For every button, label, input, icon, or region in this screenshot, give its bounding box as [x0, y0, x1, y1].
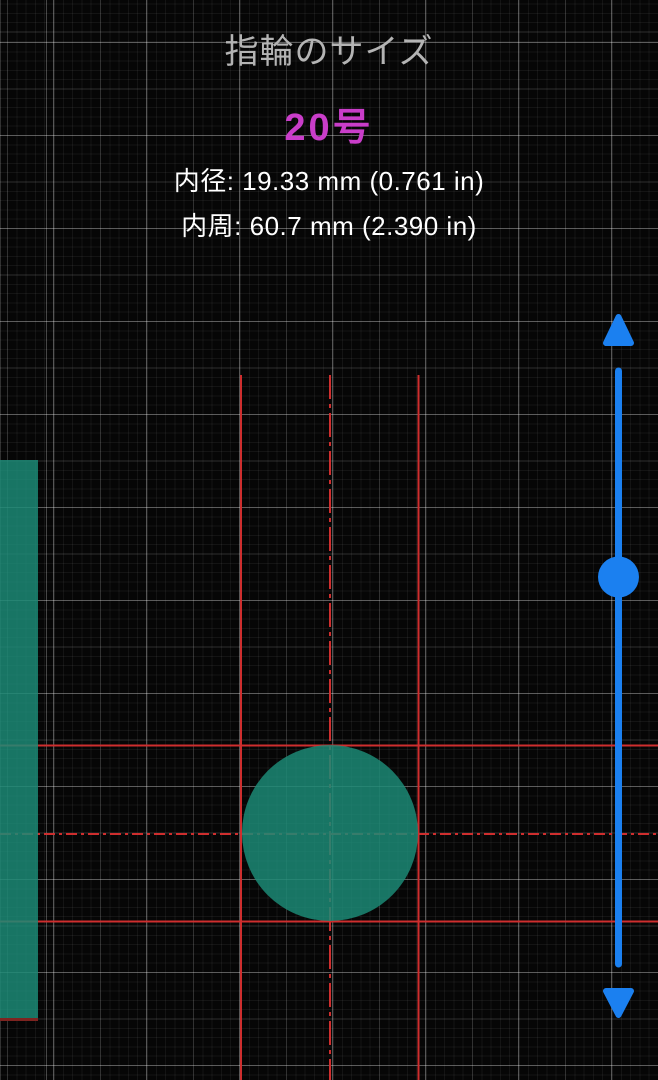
finger-width-bar [0, 460, 38, 1018]
inner-circumference-text: 内周: 60.7 mm (2.390 in) [181, 211, 477, 241]
ring-size-value: 20号 [284, 107, 374, 149]
slider-handle[interactable] [598, 556, 639, 598]
slider-up-arrow-icon[interactable] [603, 314, 634, 346]
inner-diameter-text: 内径: 19.33 mm (0.761 in) [173, 166, 485, 196]
page-title: 指輪のサイズ [224, 33, 434, 71]
ring-size-circle [242, 745, 418, 921]
slider-down-arrow-icon[interactable] [603, 988, 634, 1018]
